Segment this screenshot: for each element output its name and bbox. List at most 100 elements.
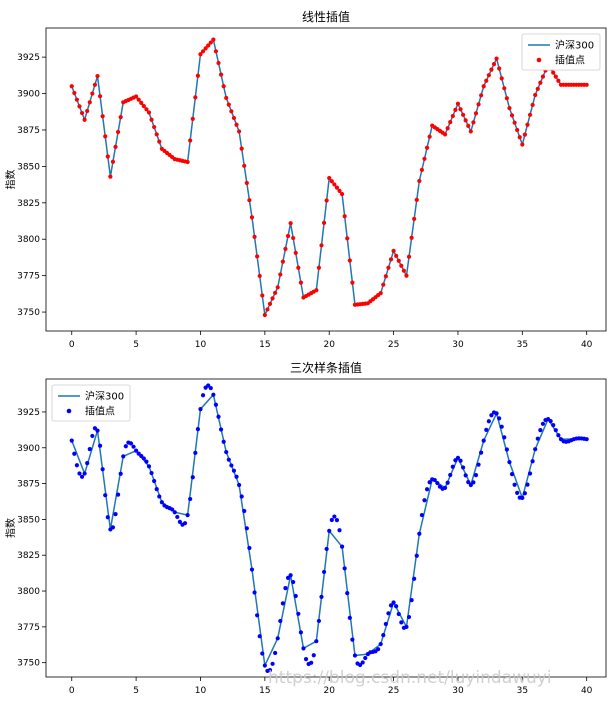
data-point — [95, 73, 100, 79]
data-point — [327, 528, 332, 533]
data-point — [229, 463, 234, 468]
data-point — [399, 620, 404, 625]
data-point — [79, 110, 85, 116]
data-point — [494, 56, 499, 61]
data-point — [260, 651, 265, 656]
data-point — [327, 175, 332, 181]
data-point — [231, 115, 237, 121]
data-point — [538, 428, 543, 433]
data-point — [141, 456, 146, 461]
y-tick-label: 3875 — [17, 126, 40, 136]
data-point — [458, 107, 463, 112]
data-point — [512, 120, 517, 125]
data-point — [257, 273, 262, 279]
data-point — [154, 487, 159, 492]
data-point — [216, 414, 221, 419]
data-point — [324, 198, 329, 203]
data-point — [450, 464, 455, 469]
data-point — [237, 482, 242, 488]
x-tick-label: 15 — [259, 340, 270, 350]
data-point — [376, 647, 381, 652]
data-point — [267, 667, 273, 673]
data-point — [535, 436, 540, 441]
data-point — [504, 447, 509, 452]
data-point — [198, 406, 203, 412]
data-point — [427, 134, 432, 139]
data-point — [177, 519, 182, 524]
data-point — [479, 450, 484, 455]
data-point — [489, 413, 494, 418]
y-tick-label: 3850 — [17, 162, 40, 172]
data-point — [476, 462, 481, 467]
data-point — [280, 259, 285, 264]
data-point — [82, 471, 87, 476]
data-point — [141, 103, 146, 109]
data-point — [486, 419, 491, 424]
data-point — [213, 49, 219, 54]
x-tick-label: 5 — [133, 340, 139, 350]
data-point — [218, 427, 224, 432]
data-point — [203, 46, 208, 51]
data-point — [110, 525, 116, 530]
data-point — [358, 662, 363, 668]
data-point — [527, 471, 533, 476]
data-point — [352, 653, 358, 658]
data-point — [584, 82, 589, 87]
data-point — [422, 498, 427, 503]
data-point — [525, 122, 530, 127]
data-point — [507, 106, 512, 111]
data-point — [247, 198, 252, 203]
data-point — [90, 91, 95, 96]
data-point — [473, 473, 479, 478]
plot-frame — [45, 27, 607, 332]
data-point — [491, 62, 497, 67]
data-point — [414, 197, 419, 202]
data-point — [131, 444, 136, 449]
data-point — [144, 459, 149, 464]
data-point — [144, 107, 149, 112]
data-point — [551, 70, 556, 75]
data-point — [479, 93, 484, 98]
y-tick-label: 3750 — [17, 659, 40, 669]
data-point — [504, 96, 509, 101]
data-point — [190, 475, 195, 480]
data-point — [345, 591, 350, 596]
data-point — [396, 611, 401, 617]
data-point — [471, 480, 476, 485]
data-point — [381, 632, 386, 638]
data-point — [396, 258, 401, 263]
data-point — [445, 480, 450, 485]
data-point — [424, 487, 430, 492]
data-point — [332, 182, 337, 187]
data-point — [298, 630, 303, 635]
data-point — [463, 118, 468, 123]
data-point — [339, 544, 345, 549]
y-tick-label: 3825 — [17, 199, 40, 209]
data-point — [211, 392, 216, 397]
plot-frame — [45, 378, 607, 678]
data-point — [280, 601, 285, 606]
data-point — [422, 156, 427, 161]
data-point — [303, 657, 309, 662]
data-point — [412, 216, 417, 221]
data-point — [342, 214, 347, 219]
data-point — [298, 280, 303, 285]
data-point — [455, 101, 461, 106]
data-point — [185, 159, 190, 165]
data-point — [515, 490, 520, 495]
data-point — [530, 102, 535, 108]
data-point — [319, 243, 324, 248]
data-point — [200, 49, 206, 54]
data-point — [123, 444, 128, 449]
data-point — [448, 120, 453, 125]
data-point — [497, 66, 502, 71]
data-point — [551, 423, 556, 428]
data-point — [556, 78, 561, 83]
data-point — [239, 146, 244, 151]
data-point — [157, 494, 162, 499]
data-point — [406, 614, 412, 620]
x-tick-label: 35 — [517, 340, 528, 350]
data-point — [149, 117, 154, 122]
data-point — [108, 174, 113, 179]
